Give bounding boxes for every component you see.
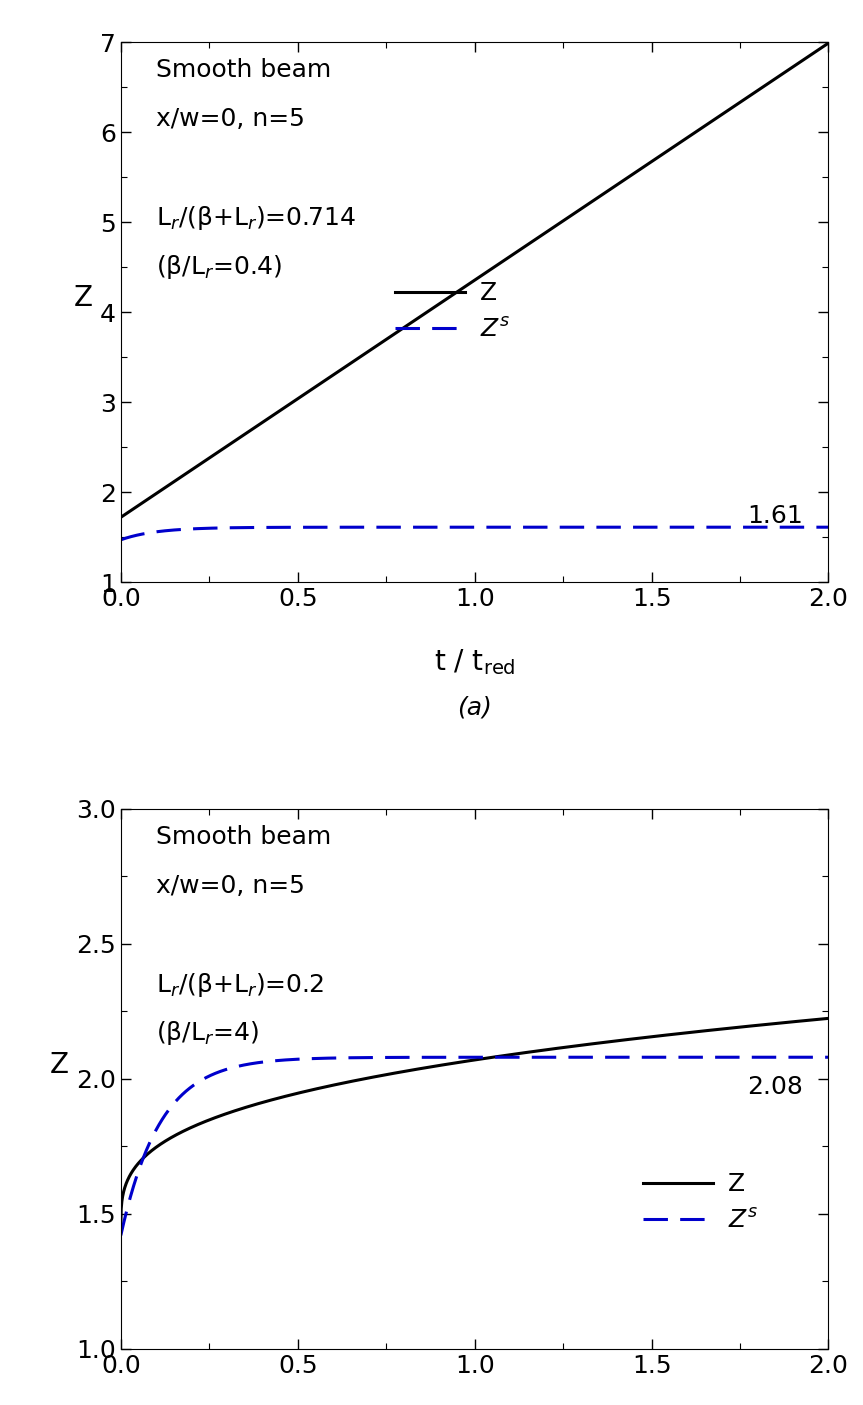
$Z^s$ [823,518,834,535]
Text: 1.61: 1.61 [747,504,803,528]
Z [673,1026,683,1043]
Line: Z: Z [121,44,828,517]
Z [823,1010,834,1027]
Z [803,1012,813,1028]
Y-axis label: Z: Z [50,1051,69,1079]
Z [441,1057,451,1073]
$Z^s$ [116,1227,126,1243]
Z [460,278,470,295]
Z [803,1012,813,1028]
Text: t / t$_{\rm red}$: t / t$_{\rm red}$ [434,646,515,677]
$Z^s$ [460,518,470,535]
Text: L$_r$/(β+L$_r$)=0.714: L$_r$/(β+L$_r$)=0.714 [156,204,356,232]
$Z^s$ [152,1120,162,1137]
Z [441,291,451,308]
Line: $Z^s$: $Z^s$ [121,527,828,540]
Text: x/w=0, n=5: x/w=0, n=5 [156,107,306,131]
Z [116,1220,126,1236]
Text: L$_r$/(β+L$_r$)=0.2: L$_r$/(β+L$_r$)=0.2 [156,971,324,999]
Text: 2.08: 2.08 [747,1075,803,1099]
Line: Z: Z [121,1019,828,1228]
$Z^s$ [441,518,451,535]
Legend: Z, $Z^s$: Z, $Z^s$ [643,1172,758,1232]
Text: (β/L$_r$=0.4): (β/L$_r$=0.4) [156,253,283,281]
$Z^s$ [803,1048,813,1065]
$Z^s$ [116,531,126,548]
Text: (β/L$_r$=4): (β/L$_r$=4) [156,1020,259,1048]
Text: Smooth beam: Smooth beam [156,825,331,849]
Z [116,509,126,525]
Z [152,485,162,502]
Text: Smooth beam: Smooth beam [156,59,331,83]
Z [803,48,813,65]
Z [803,49,813,66]
$Z^s$ [823,1048,834,1065]
Line: $Z^s$: $Z^s$ [121,1057,828,1235]
$Z^s$ [803,1048,813,1065]
$Z^s$ [460,1048,470,1065]
$Z^s$ [803,518,813,535]
$Z^s$ [803,518,813,535]
Z [673,135,683,152]
Y-axis label: Z: Z [74,284,93,312]
$Z^s$ [673,518,683,535]
Z [460,1052,470,1069]
Z [823,35,834,52]
Legend: Z, $Z^s$: Z, $Z^s$ [395,281,510,341]
$Z^s$ [152,523,162,540]
Z [152,1138,162,1155]
Text: (a): (a) [457,695,492,719]
Text: x/w=0, n=5: x/w=0, n=5 [156,874,306,898]
$Z^s$ [673,1048,683,1065]
$Z^s$ [441,1050,451,1066]
